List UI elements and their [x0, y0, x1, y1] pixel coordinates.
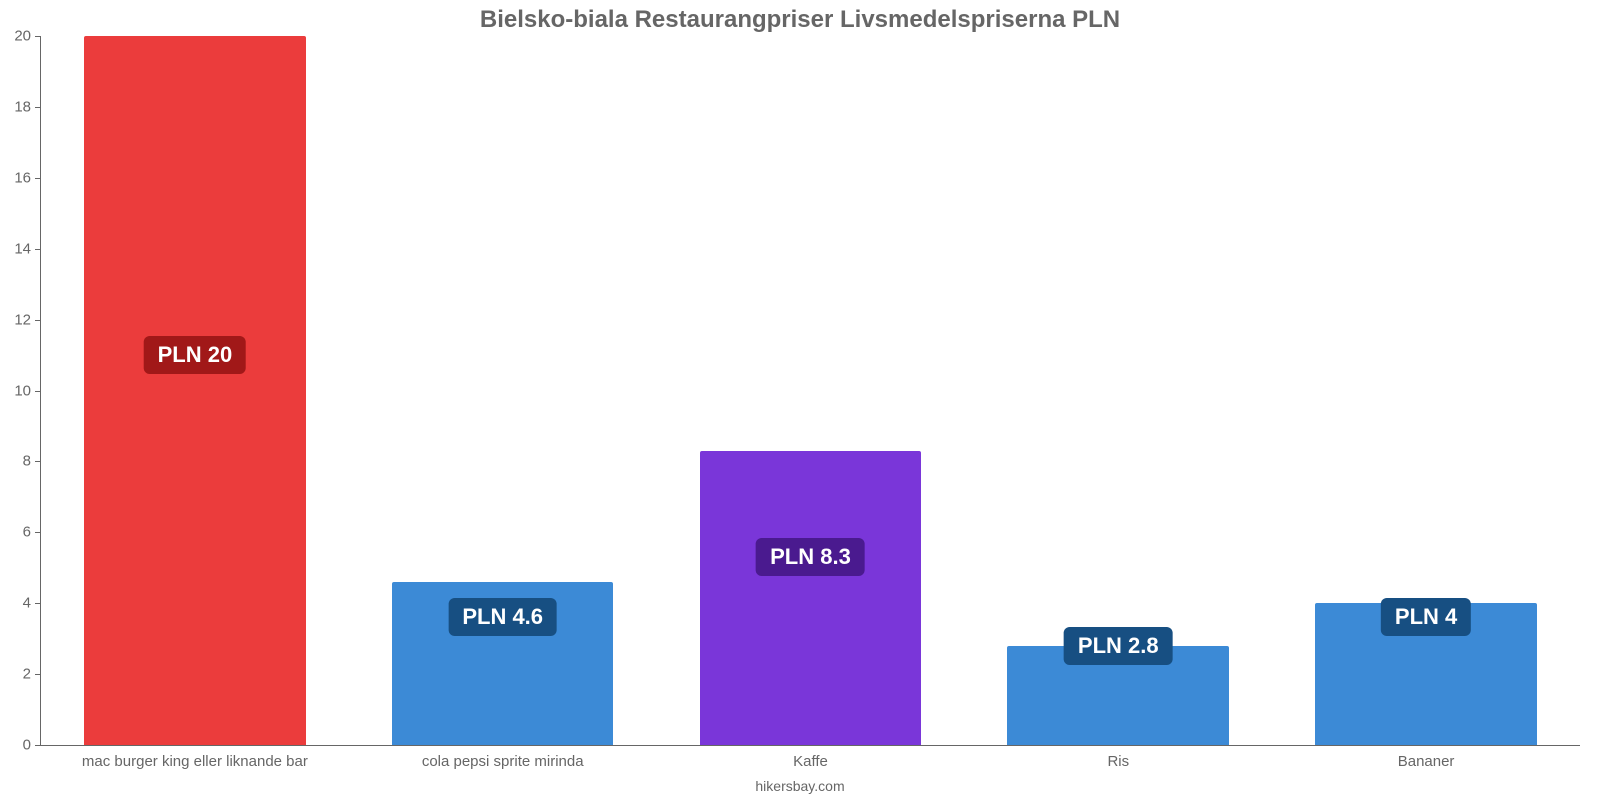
- bar-slot: cola pepsi sprite mirindaPLN 4.6: [349, 36, 657, 745]
- y-tick-label: 18: [14, 98, 41, 115]
- plot-area: 02468101214161820 mac burger king eller …: [40, 36, 1580, 746]
- attribution-text: hikersbay.com: [0, 778, 1600, 794]
- y-tick-label: 10: [14, 382, 41, 399]
- bar: [700, 451, 922, 745]
- value-badge: PLN 8.3: [756, 538, 865, 576]
- y-tick-label: 6: [23, 524, 41, 541]
- value-badge: PLN 4.6: [448, 598, 557, 636]
- price-bar-chart: Bielsko-biala Restaurangpriser Livsmedel…: [0, 0, 1600, 800]
- y-tick-label: 0: [23, 737, 41, 754]
- category-label: Bananer: [1398, 745, 1455, 770]
- bar-slot: mac burger king eller liknande barPLN 20: [41, 36, 349, 745]
- bar-slot: BananerPLN 4: [1272, 36, 1580, 745]
- y-tick-label: 14: [14, 240, 41, 257]
- y-tick-label: 20: [14, 28, 41, 45]
- value-badge: PLN 20: [144, 336, 247, 374]
- bar-slot: KaffePLN 8.3: [657, 36, 965, 745]
- y-tick-label: 4: [23, 595, 41, 612]
- category-label: mac burger king eller liknande bar: [82, 745, 308, 770]
- y-tick-label: 2: [23, 666, 41, 683]
- bar: [84, 36, 306, 745]
- y-tick-label: 12: [14, 311, 41, 328]
- chart-title: Bielsko-biala Restaurangpriser Livsmedel…: [0, 6, 1600, 34]
- y-tick-label: 16: [14, 169, 41, 186]
- y-tick-label: 8: [23, 453, 41, 470]
- category-label: cola pepsi sprite mirinda: [422, 745, 584, 770]
- value-badge: PLN 4: [1381, 598, 1471, 636]
- category-label: Kaffe: [793, 745, 828, 770]
- category-label: Ris: [1107, 745, 1129, 770]
- value-badge: PLN 2.8: [1064, 627, 1173, 665]
- bar-slot: RisPLN 2.8: [964, 36, 1272, 745]
